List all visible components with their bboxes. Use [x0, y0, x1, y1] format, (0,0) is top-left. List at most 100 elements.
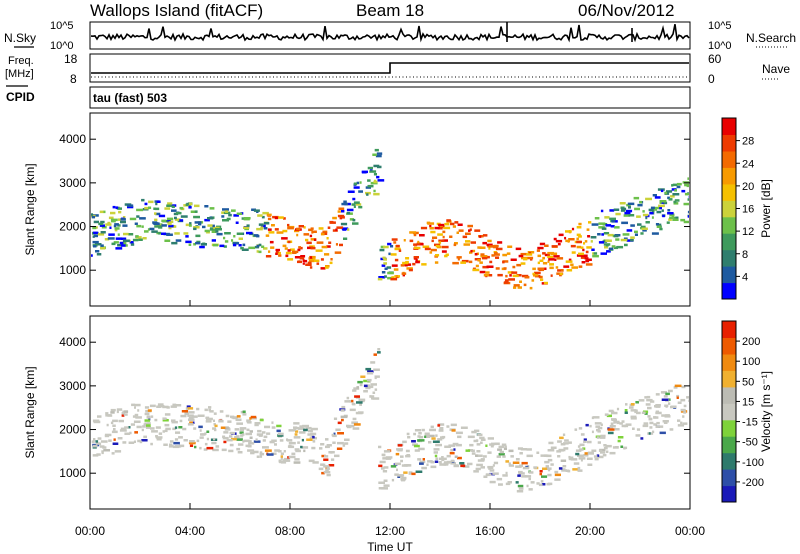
power-cell [652, 194, 657, 197]
power-cell [188, 243, 192, 246]
power-cell [352, 222, 359, 225]
power-cell [166, 220, 174, 223]
colorbar-tick-label: -50 [742, 437, 758, 449]
power-cell [308, 228, 313, 232]
velocity-cell [439, 427, 444, 430]
velocity-cell [353, 387, 360, 390]
power-cell [303, 226, 306, 229]
power-cell [505, 274, 508, 278]
power-cell [332, 216, 337, 220]
power-cell [512, 265, 516, 269]
velocity-cell [562, 433, 566, 436]
velocity-cell [150, 442, 153, 446]
power-cell [334, 251, 342, 254]
power-cell [270, 246, 275, 249]
velocity-cell [229, 431, 235, 435]
power-cell [296, 227, 301, 231]
velocity-cell [505, 471, 508, 475]
velocity-cell [517, 484, 524, 488]
velocity-cell [569, 456, 574, 459]
velocity-cell [252, 450, 259, 454]
nsky-label: N.Sky [4, 31, 36, 45]
velocity-cell [450, 448, 454, 452]
velocity-cell [363, 390, 368, 393]
y-tick-label: 1000 [59, 466, 86, 480]
velocity-colorbar-label: Velocity [m s⁻¹] [759, 371, 773, 452]
power-cell [115, 247, 123, 250]
power-cell [338, 207, 345, 210]
power-cell [621, 221, 628, 225]
velocity-cell [249, 417, 252, 420]
velocity-cell [475, 439, 479, 442]
colorbar-tick-label: 28 [742, 136, 754, 148]
power-cell [258, 250, 262, 254]
velocity-cell [381, 453, 386, 457]
colorbar-swatch [722, 469, 736, 487]
freq-unit-label: [MHz] [5, 68, 34, 80]
velocity-cell [150, 415, 154, 418]
velocity-cell [188, 441, 196, 445]
date-label: 06/Nov/2012 [578, 1, 674, 20]
velocity-cell [411, 440, 416, 443]
power-cell [526, 253, 533, 256]
x-tick-label: 16:00 [475, 524, 505, 538]
power-cell [118, 210, 122, 214]
velocity-cell [172, 403, 177, 407]
power-cell [161, 219, 167, 223]
power-cell [615, 212, 621, 216]
power-cell [299, 257, 305, 260]
power-cell [224, 232, 231, 235]
velocity-cell [683, 411, 687, 414]
power-cell [168, 224, 174, 228]
velocity-cell [540, 454, 548, 457]
velocity-cell [585, 423, 589, 427]
velocity-cell [211, 441, 217, 445]
power-cell [321, 245, 328, 249]
power-cell [154, 207, 160, 211]
power-cell [634, 207, 640, 211]
power-cell [651, 216, 654, 219]
power-cell [100, 220, 105, 224]
velocity-cell [587, 463, 593, 466]
power-cell [437, 233, 443, 236]
velocity-cell [536, 482, 540, 485]
power-cell [339, 243, 343, 247]
velocity-cell [321, 471, 325, 475]
power-cell [120, 241, 127, 245]
power-cell [532, 272, 535, 276]
velocity-cell [533, 466, 538, 469]
velocity-cell [221, 448, 227, 452]
colorbar-swatch [722, 150, 736, 168]
power-cell [262, 211, 269, 215]
power-cell [394, 258, 399, 262]
power-cell [538, 275, 543, 279]
velocity-cell [419, 462, 424, 465]
velocity-cell [635, 434, 641, 437]
power-cell [313, 238, 317, 241]
power-cell [566, 269, 573, 272]
power-cell [519, 280, 522, 283]
power-cell [136, 224, 142, 228]
velocity-cell [128, 441, 135, 444]
velocity-cell [164, 413, 171, 416]
velocity-cell [320, 443, 325, 446]
power-cell [285, 254, 289, 258]
velocity-cell [682, 415, 685, 418]
power-cell [516, 274, 522, 277]
power-cell [482, 265, 489, 269]
velocity-cell [475, 467, 481, 471]
velocity-cell [214, 424, 218, 428]
velocity-cell [283, 450, 286, 453]
power-cell [594, 217, 600, 220]
velocity-cell [557, 455, 561, 458]
velocity-cell [169, 443, 173, 446]
power-cell [194, 204, 200, 208]
power-cell [619, 202, 626, 205]
velocity-cell [546, 482, 551, 486]
velocity-cell [293, 428, 297, 431]
velocity-cell [605, 450, 609, 453]
power-cell [315, 249, 323, 252]
power-cell [175, 239, 182, 242]
power-cell [113, 224, 117, 228]
velocity-cell [591, 449, 597, 452]
